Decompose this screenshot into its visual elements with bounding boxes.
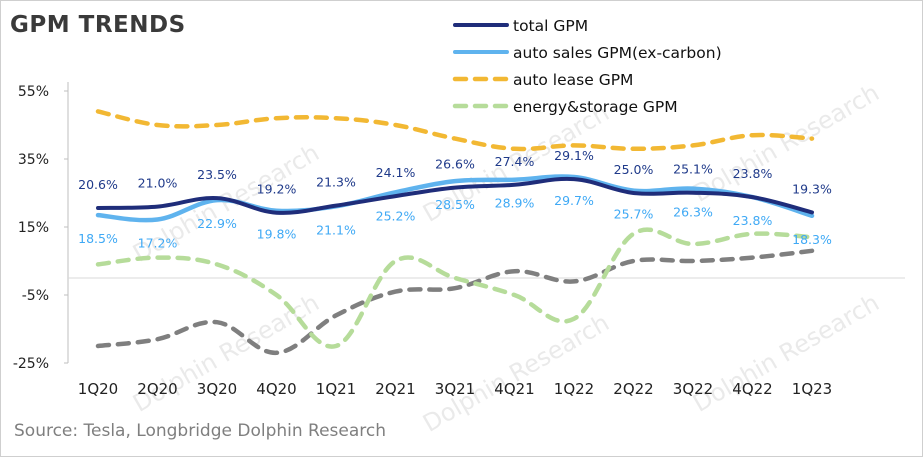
data-label: 19.8% — [257, 227, 297, 242]
data-label: 26.3% — [673, 205, 713, 220]
x-tick-label: 1Q21 — [316, 380, 356, 398]
x-tick-label: 1Q23 — [792, 380, 832, 398]
data-label: 29.1% — [554, 148, 594, 163]
data-label: 21.0% — [138, 176, 178, 191]
y-tick-label: -25% — [13, 356, 49, 372]
x-tick-label: 3Q21 — [435, 380, 475, 398]
data-label: 23.8% — [733, 213, 773, 228]
x-tick-label: 3Q20 — [197, 380, 237, 398]
data-label: 25.0% — [614, 162, 654, 177]
data-label: 19.3% — [792, 181, 832, 196]
data-label: 25.7% — [614, 207, 654, 222]
x-tick-label: 1Q22 — [554, 380, 594, 398]
data-label: 17.2% — [138, 236, 178, 251]
legend-label: auto sales GPM(ex-carbon) — [513, 44, 722, 62]
y-tick-label: 15% — [18, 220, 49, 236]
data-label: 22.9% — [197, 216, 237, 231]
legend-label: total GPM — [513, 17, 588, 35]
x-tick-label: 4Q22 — [732, 380, 772, 398]
watermark-text: Dolphin Research — [418, 308, 614, 437]
data-label: 24.1% — [376, 165, 416, 180]
chart-title: GPM TRENDS — [10, 12, 186, 38]
series-lines — [95, 109, 815, 356]
legend-label: auto lease GPM — [513, 71, 633, 89]
y-tick-label: -5% — [22, 288, 49, 304]
x-tick-label: 4Q21 — [494, 380, 534, 398]
series-line — [95, 227, 815, 349]
watermark-text: Dolphin Research — [688, 288, 884, 417]
data-label: 27.4% — [495, 154, 535, 169]
source-note: Source: Tesla, Longbridge Dolphin Resear… — [14, 421, 387, 441]
data-label: 25.1% — [673, 162, 713, 177]
data-label: 23.8% — [733, 166, 773, 181]
data-labels: 20.6% 21.0% 23.5% 19.2% 21.3% 24.1% 26.6% 27.4%… — [78, 148, 832, 250]
data-label: 20.6% — [78, 177, 118, 192]
legend-label: energy&storage GPM — [513, 98, 678, 116]
data-label: 25.2% — [376, 208, 416, 223]
axes: 55% 35% 15% -5% -25% 1Q20 2Q20 3Q20 4Q20 1Q21 2Q21… — [13, 82, 905, 398]
x-tick-label: 4Q20 — [256, 380, 296, 398]
legend: total GPM auto sales GPM(ex-carbon) auto l… — [452, 17, 722, 116]
series-line — [95, 109, 815, 152]
x-tick-label: 1Q20 — [78, 380, 118, 398]
data-label: 18.3% — [792, 232, 832, 247]
series-line — [95, 174, 815, 223]
series-line — [95, 248, 815, 356]
data-label: 21.1% — [316, 222, 356, 237]
x-tick-label: 3Q22 — [673, 380, 713, 398]
data-label: 26.6% — [435, 157, 475, 172]
x-tick-label: 2Q22 — [613, 380, 653, 398]
watermark-text: Dolphin Research — [128, 288, 324, 417]
data-label: 28.9% — [495, 196, 535, 211]
data-label: 19.2% — [257, 182, 297, 197]
x-tick-label: 2Q20 — [137, 380, 177, 398]
series-line — [96, 176, 814, 215]
x-tick-label: 2Q21 — [375, 380, 415, 398]
data-label: 18.5% — [78, 231, 118, 246]
y-tick-label: 55% — [18, 84, 49, 100]
data-label: 23.5% — [197, 167, 237, 182]
data-label: 21.3% — [316, 175, 356, 190]
y-tick-label: 35% — [18, 152, 49, 168]
data-label: 29.7% — [554, 193, 594, 208]
data-label: 28.5% — [435, 197, 475, 212]
